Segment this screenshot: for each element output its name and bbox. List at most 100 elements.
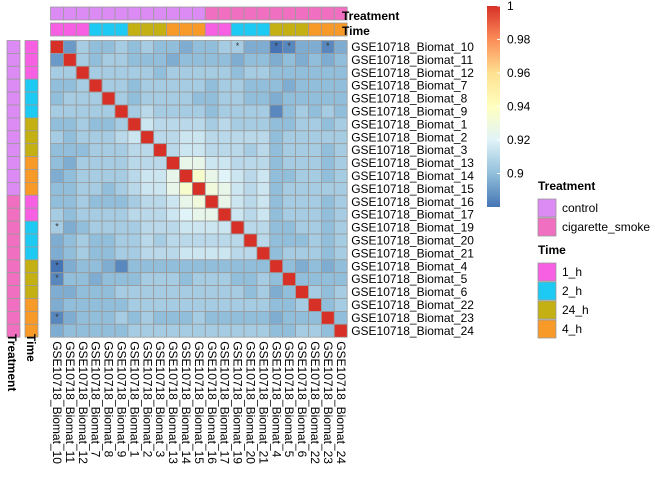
heatmap-cell bbox=[191, 310, 206, 325]
color-scale-tick-label: 0.98 bbox=[507, 33, 531, 47]
heatmap-cell bbox=[166, 53, 180, 67]
time-annotation-cell bbox=[24, 156, 39, 170]
row-label: GSE10718_Biomat_5 bbox=[351, 272, 467, 286]
heatmap-cell bbox=[75, 91, 90, 106]
heatmap-cell bbox=[88, 169, 103, 183]
column-label: GSE10718_Biomat_13 bbox=[166, 341, 180, 464]
heatmap-cell bbox=[191, 233, 206, 248]
heatmap-cell bbox=[295, 91, 309, 106]
heatmap-cell bbox=[230, 78, 245, 93]
time-annotation-cell bbox=[24, 310, 39, 325]
heatmap-cell bbox=[217, 310, 232, 325]
heatmap-cell bbox=[320, 117, 335, 132]
significance-marker: * bbox=[236, 41, 240, 51]
color-scale-tick-label: 0.96 bbox=[507, 66, 531, 80]
heatmap-cell bbox=[166, 156, 180, 170]
legend-swatch bbox=[537, 300, 557, 320]
heatmap-cell bbox=[333, 91, 348, 106]
heatmap-cell bbox=[308, 143, 322, 157]
time-annotation-cell bbox=[24, 323, 39, 338]
treatment-annotation-cell bbox=[179, 6, 193, 21]
treatment-annotation-cell bbox=[63, 6, 77, 21]
heatmap-cell bbox=[308, 130, 322, 145]
heatmap-cell bbox=[204, 91, 219, 106]
heatmap-cell bbox=[320, 259, 335, 274]
treatment-annotation-cell bbox=[6, 323, 21, 338]
heatmap-cell bbox=[50, 233, 64, 248]
heatmap-cell bbox=[204, 78, 219, 93]
color-scale-tick-label: 0.9 bbox=[507, 167, 524, 181]
row-annotation-bars bbox=[6, 40, 39, 338]
heatmap-cell bbox=[269, 207, 284, 222]
heatmap-cell bbox=[269, 104, 284, 119]
heatmap-cell bbox=[75, 53, 90, 67]
heatmap-cell bbox=[256, 259, 271, 274]
heatmap-cell bbox=[243, 323, 258, 338]
heatmap-cell bbox=[256, 246, 271, 261]
heatmap-cell bbox=[50, 298, 64, 312]
heatmap-cell bbox=[295, 194, 309, 209]
heatmap-cell bbox=[308, 207, 322, 222]
color-scale-bar bbox=[487, 6, 500, 207]
heatmap-cell bbox=[166, 310, 180, 325]
time-annotation-cell bbox=[191, 22, 206, 37]
row-label: GSE10718_Biomat_21 bbox=[351, 246, 474, 260]
heatmap-cell bbox=[166, 169, 180, 183]
heatmap-cell bbox=[101, 143, 116, 157]
heatmap-cell bbox=[101, 78, 116, 93]
heatmap-cell bbox=[282, 207, 297, 222]
heatmap-cell bbox=[166, 323, 180, 338]
heatmap-cell bbox=[101, 323, 116, 338]
heatmap-cell bbox=[217, 207, 232, 222]
treatment-annotation-cell bbox=[88, 6, 103, 21]
heatmap-cell bbox=[166, 298, 180, 312]
heatmap-cell bbox=[153, 220, 167, 235]
heatmap-cell bbox=[308, 156, 322, 170]
heatmap-cell bbox=[308, 298, 322, 312]
heatmap-cell bbox=[204, 40, 219, 54]
column-label: GSE10718_Biomat_15 bbox=[192, 341, 206, 464]
column-label: GSE10718_Biomat_5 bbox=[282, 341, 296, 457]
heatmap-cell bbox=[282, 298, 297, 312]
heatmap-cell bbox=[114, 91, 129, 106]
heatmap-cell bbox=[101, 298, 116, 312]
heatmap-cell bbox=[217, 272, 232, 287]
heatmap-cell bbox=[320, 220, 335, 235]
heatmap-cell bbox=[75, 104, 90, 119]
heatmap-cell bbox=[256, 169, 271, 183]
heatmap-cell bbox=[230, 207, 245, 222]
heatmap-cell bbox=[243, 130, 258, 145]
legend-label: 4_h bbox=[562, 322, 582, 336]
heatmap-cell bbox=[153, 323, 167, 338]
treatment-annotation-cell bbox=[6, 91, 21, 106]
heatmap-cell bbox=[256, 310, 271, 325]
time-annotation-cell bbox=[153, 22, 167, 37]
heatmap-cell bbox=[179, 169, 193, 183]
heatmap-cell bbox=[243, 143, 258, 157]
heatmap-cell bbox=[88, 272, 103, 287]
heatmap-cell bbox=[333, 233, 348, 248]
heatmap-cell bbox=[230, 130, 245, 145]
heatmap-cell bbox=[140, 65, 155, 80]
heatmap-cell bbox=[127, 143, 142, 157]
heatmap-cell bbox=[179, 207, 193, 222]
time-annotation-cell bbox=[269, 22, 284, 37]
heatmap-cell bbox=[282, 169, 297, 183]
heatmap-cell bbox=[295, 143, 309, 157]
heatmap-cell bbox=[308, 181, 322, 196]
heatmap-cell bbox=[140, 53, 155, 67]
heatmap-cell bbox=[140, 143, 155, 157]
heatmap-cell bbox=[256, 104, 271, 119]
time-annotation-cell bbox=[88, 22, 103, 37]
heatmap-cell bbox=[114, 40, 129, 54]
heatmap-cell bbox=[50, 169, 64, 183]
heatmap-cell bbox=[101, 53, 116, 67]
heatmap-cell bbox=[282, 310, 297, 325]
heatmap-cell bbox=[320, 272, 335, 287]
heatmap-cell bbox=[88, 104, 103, 119]
heatmap-cell bbox=[88, 181, 103, 196]
treatment-annotation-cell bbox=[6, 246, 21, 261]
heatmap-cell bbox=[114, 53, 129, 67]
heatmap-cell bbox=[63, 233, 77, 248]
heatmap-cell bbox=[204, 259, 219, 274]
